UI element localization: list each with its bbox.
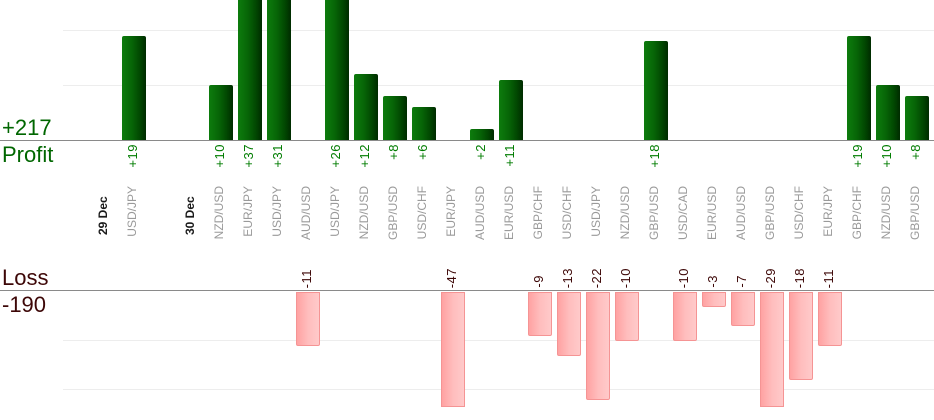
- loss-value-label: -47: [444, 267, 459, 288]
- loss-value-label: -29: [763, 267, 778, 288]
- profit-bar: [644, 41, 668, 140]
- profit-total: +217: [2, 115, 52, 140]
- profit-value-label: +31: [270, 144, 285, 168]
- pair-axis-label: AUD/USD: [473, 186, 487, 241]
- profit-axis-line: [0, 140, 934, 141]
- loss-bar: [789, 292, 813, 381]
- loss-value-label: -11: [821, 268, 836, 288]
- pair-axis-label: NZD/USD: [879, 186, 893, 240]
- profit-value-label: +10: [879, 144, 894, 168]
- profit-bar: [209, 85, 233, 140]
- profit-bar: [238, 0, 262, 140]
- loss-value-label: -22: [589, 267, 604, 288]
- profit-bar: [325, 0, 349, 140]
- loss-bar: [673, 292, 697, 341]
- loss-value-label: -10: [676, 267, 691, 288]
- loss-bar: [615, 292, 639, 341]
- profit-value-label: +19: [125, 144, 140, 168]
- pair-axis-label: AUD/USD: [734, 186, 748, 241]
- profit-bar: [412, 107, 436, 140]
- loss-value-label: -9: [531, 275, 546, 288]
- loss-bar: [702, 292, 726, 307]
- pair-axis-label: USD/JPY: [270, 186, 284, 237]
- loss-value-label: -11: [299, 268, 314, 288]
- loss-gridline: [63, 389, 934, 390]
- profit-bar: [876, 85, 900, 140]
- profit-value-label: +26: [328, 144, 343, 168]
- loss-axis-line: [0, 290, 934, 291]
- pair-axis-label: USD/JPY: [125, 186, 139, 237]
- profit-gridline: [63, 30, 934, 31]
- loss-bar: [557, 292, 581, 356]
- loss-value-label: -18: [792, 267, 807, 288]
- loss-value-label: -10: [618, 267, 633, 288]
- profit-bar: [383, 96, 407, 140]
- pair-axis-label: GBP/CHF: [531, 186, 545, 240]
- pair-axis-label: EUR/JPY: [241, 186, 255, 237]
- pair-axis-label: GBP/CHF: [850, 186, 864, 240]
- profit-bar: [905, 96, 929, 140]
- loss-bar: [586, 292, 610, 400]
- profit-value-label: +18: [647, 144, 662, 168]
- profit-value-label: +19: [850, 144, 865, 168]
- profit-value-label: +8: [386, 144, 401, 160]
- pair-axis-label: GBP/USD: [763, 186, 777, 241]
- loss-total: -190: [2, 292, 47, 317]
- pair-axis-label: USD/CAD: [676, 186, 690, 241]
- loss-bar: [818, 292, 842, 346]
- profit-bar: [122, 35, 146, 140]
- profit-bar: [267, 0, 291, 140]
- profit-bar: [847, 35, 871, 140]
- pair-axis-label: EUR/USD: [502, 186, 516, 241]
- pair-axis-label: USD/CHF: [560, 186, 574, 240]
- pair-axis-label: USD/JPY: [589, 186, 603, 237]
- loss-value-label: -13: [560, 267, 575, 288]
- pair-axis-label: AUD/USD: [299, 186, 313, 241]
- loss-value-label: -3: [705, 275, 720, 288]
- profit-value-label: +2: [473, 144, 488, 160]
- pair-axis-label: NZD/USD: [212, 186, 226, 240]
- pair-axis-label: USD/CHF: [792, 186, 806, 240]
- date-axis-label: 30 Dec: [183, 196, 197, 236]
- profit-value-label: +10: [212, 144, 227, 168]
- pair-axis-label: GBP/USD: [908, 186, 922, 241]
- pair-axis-label: USD/CHF: [415, 186, 429, 240]
- profit-bar: [470, 129, 494, 140]
- profit-value-label: +8: [908, 144, 923, 160]
- pair-axis-label: NZD/USD: [618, 186, 632, 240]
- loss-gridline: [63, 340, 934, 341]
- profit-value-label: +12: [357, 144, 372, 168]
- profit-value-label: +11: [502, 144, 517, 167]
- loss-bar: [731, 292, 755, 327]
- pair-axis-label: EUR/USD: [705, 186, 719, 241]
- date-axis-label: 29 Dec: [96, 196, 110, 236]
- pair-axis-label: USD/JPY: [328, 186, 342, 237]
- profit-axis-label: Profit: [2, 142, 54, 167]
- loss-bar: [296, 292, 320, 346]
- profit-gridline: [63, 85, 934, 86]
- pair-axis-label: EUR/JPY: [821, 186, 835, 237]
- pair-axis-label: GBP/USD: [647, 186, 661, 241]
- profit-value-label: +37: [241, 144, 256, 168]
- pair-axis-label: NZD/USD: [357, 186, 371, 240]
- loss-value-label: -7: [734, 275, 749, 288]
- loss-bar: [441, 292, 465, 407]
- loss-bar: [760, 292, 784, 407]
- profit-value-label: +6: [415, 144, 430, 160]
- profit-bar: [354, 74, 378, 140]
- profit-bar: [499, 79, 523, 140]
- loss-axis-label: Loss: [2, 265, 49, 290]
- pair-axis-label: EUR/JPY: [444, 186, 458, 237]
- loss-bar: [528, 292, 552, 337]
- pair-axis-label: GBP/USD: [386, 186, 400, 241]
